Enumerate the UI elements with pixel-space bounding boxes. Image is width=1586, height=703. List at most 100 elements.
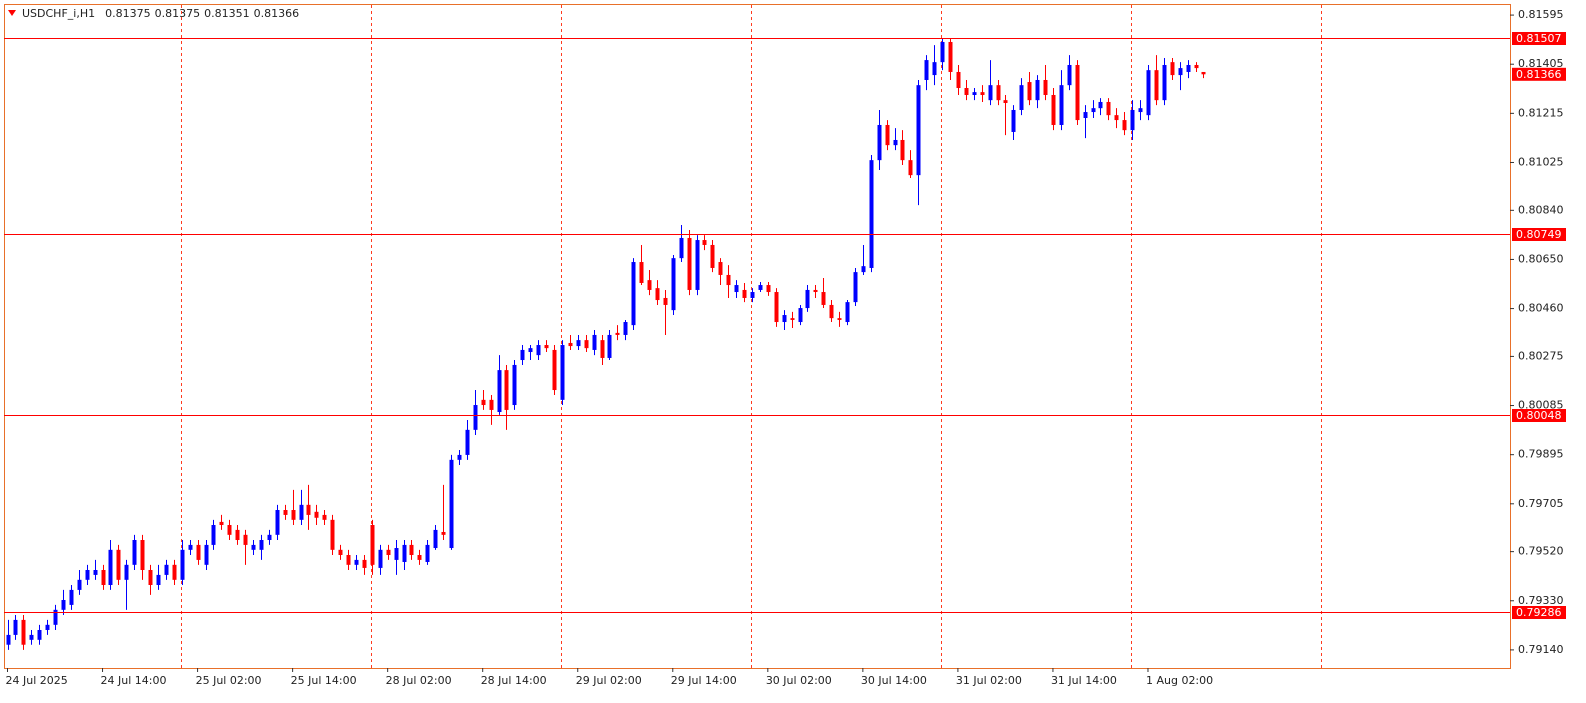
candle-body bbox=[1138, 108, 1143, 113]
candle-body bbox=[908, 160, 913, 176]
candle-body bbox=[568, 342, 573, 347]
candle-body bbox=[291, 510, 296, 520]
candle-body bbox=[37, 629, 42, 640]
candle-body bbox=[1098, 101, 1103, 109]
candle-body bbox=[900, 139, 905, 161]
candle-body bbox=[116, 549, 121, 580]
candle-body bbox=[679, 237, 684, 259]
y-tick-label: 0.79140 bbox=[1518, 643, 1564, 656]
candle-body bbox=[980, 92, 985, 95]
candle-body bbox=[1162, 64, 1167, 101]
candle-body bbox=[758, 285, 763, 290]
candle-body bbox=[853, 272, 858, 303]
candle-body bbox=[710, 244, 715, 268]
candle-body bbox=[219, 521, 224, 526]
candle-body bbox=[687, 237, 692, 290]
candle-body bbox=[750, 292, 755, 298]
candle-body bbox=[124, 564, 129, 580]
candle-body bbox=[1186, 64, 1191, 72]
candle-body bbox=[1178, 68, 1183, 76]
candle-body bbox=[489, 399, 494, 410]
candle-body bbox=[623, 322, 628, 335]
candle-body bbox=[235, 529, 240, 541]
y-tick-label: 0.79895 bbox=[1518, 448, 1564, 461]
level-label: 0.80749 bbox=[1516, 228, 1562, 241]
candle-body bbox=[671, 258, 676, 311]
x-tick-label: 28 Jul 14:00 bbox=[481, 674, 547, 687]
candle-body bbox=[536, 345, 541, 356]
candle-body bbox=[449, 459, 454, 549]
candle-body bbox=[837, 318, 842, 320]
candle-body bbox=[734, 285, 739, 293]
candle-body bbox=[829, 304, 834, 319]
header-value: 0.81366 bbox=[254, 7, 300, 20]
candle-body bbox=[861, 266, 866, 273]
candle-body bbox=[647, 280, 652, 290]
level-box bbox=[1512, 606, 1566, 619]
x-tick-label: 29 Jul 14:00 bbox=[671, 674, 737, 687]
candle-body bbox=[6, 634, 11, 645]
y-tick-label: 0.79705 bbox=[1518, 497, 1564, 510]
y-tick-label: 0.80840 bbox=[1518, 203, 1564, 216]
candle-body bbox=[813, 289, 818, 293]
candle-body bbox=[1011, 109, 1016, 132]
candle-body bbox=[932, 62, 937, 76]
candle-body bbox=[211, 525, 216, 545]
y-tick-label: 0.81215 bbox=[1518, 106, 1564, 119]
candle-body bbox=[607, 334, 612, 358]
x-tick-label: 1 Aug 02:00 bbox=[1146, 674, 1213, 687]
candle-body bbox=[726, 274, 731, 286]
candle-body bbox=[188, 544, 193, 550]
candle-body bbox=[283, 510, 288, 515]
candle-body bbox=[1106, 101, 1111, 116]
candle-body bbox=[798, 308, 803, 323]
candle-body bbox=[718, 262, 723, 275]
candle-body bbox=[465, 429, 470, 455]
candle-body bbox=[1194, 64, 1199, 69]
candle-body bbox=[1059, 85, 1064, 125]
candle-body bbox=[1051, 94, 1056, 125]
candle-body bbox=[1027, 82, 1032, 101]
x-tick-label: 28 Jul 02:00 bbox=[386, 674, 452, 687]
candle-body bbox=[196, 544, 201, 560]
collapse-arrow[interactable] bbox=[8, 10, 16, 16]
candle-body bbox=[409, 544, 414, 556]
y-tick-label: 0.79520 bbox=[1518, 545, 1564, 558]
candle-body bbox=[346, 555, 351, 565]
candle-body bbox=[370, 525, 375, 565]
candle-body bbox=[766, 285, 771, 293]
candle-body bbox=[639, 262, 644, 283]
y-tick-label: 0.79330 bbox=[1518, 594, 1564, 607]
y-tick-label: 0.81025 bbox=[1518, 155, 1564, 168]
level-label: 0.80048 bbox=[1516, 409, 1562, 422]
candle-body bbox=[330, 519, 335, 550]
candle-body bbox=[805, 289, 810, 309]
candle-body bbox=[1122, 120, 1127, 131]
candle-body bbox=[85, 569, 90, 580]
candle-body bbox=[1091, 108, 1096, 113]
candle-body bbox=[615, 332, 620, 335]
header-value: 0.81375 bbox=[155, 7, 201, 20]
candle-body bbox=[940, 41, 945, 63]
candle-body bbox=[1170, 62, 1175, 76]
candle-body bbox=[45, 624, 50, 630]
candle-body bbox=[259, 540, 264, 550]
y-tick-label: 0.80460 bbox=[1518, 302, 1564, 315]
candle-body bbox=[845, 302, 850, 323]
x-tick-label: 24 Jul 2025 bbox=[6, 674, 68, 687]
candle-body bbox=[433, 529, 438, 549]
candle-body bbox=[314, 511, 319, 518]
candle-body bbox=[1114, 115, 1119, 121]
candle-body bbox=[140, 540, 145, 570]
candle-body bbox=[481, 399, 486, 406]
candle-body bbox=[156, 574, 161, 585]
y-tick-label: 0.81405 bbox=[1518, 57, 1564, 70]
candle-body bbox=[148, 569, 153, 585]
candle-body bbox=[1035, 79, 1040, 101]
candle-body bbox=[877, 124, 882, 161]
x-tick-label: 25 Jul 14:00 bbox=[291, 674, 357, 687]
x-tick-label: 30 Jul 14:00 bbox=[861, 674, 927, 687]
candle-body bbox=[584, 340, 589, 349]
x-tick-label: 31 Jul 14:00 bbox=[1051, 674, 1117, 687]
y-tick-label: 0.80085 bbox=[1518, 399, 1564, 412]
